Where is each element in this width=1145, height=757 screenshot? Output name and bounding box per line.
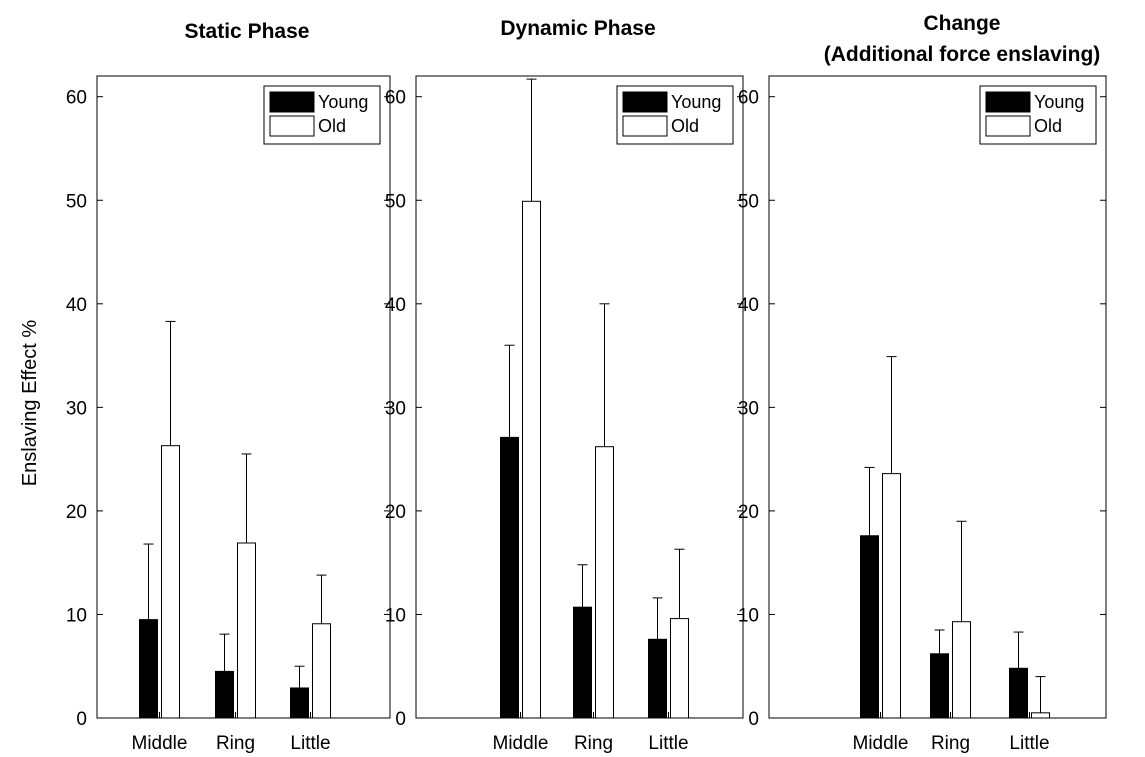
bar-old-ring — [953, 622, 971, 718]
bar-young-middle — [501, 437, 519, 718]
y-tick-label: 50 — [385, 191, 406, 212]
chart-title: (Additional force enslaving) — [824, 43, 1101, 66]
x-tick-label: Little — [290, 733, 330, 754]
legend-label-old: Old — [318, 116, 346, 136]
legend-label-old: Old — [1034, 116, 1062, 136]
y-tick-label: 50 — [66, 191, 87, 212]
bar-old-ring — [596, 447, 614, 718]
bar-old-little — [671, 619, 689, 718]
y-axis-label: Enslaving Effect % — [19, 320, 41, 487]
x-tick-label: Ring — [931, 733, 970, 754]
y-tick-label: 50 — [738, 191, 759, 212]
y-tick-label: 40 — [738, 295, 759, 316]
y-tick-label: 30 — [738, 398, 759, 419]
legend-label-young: Young — [1034, 92, 1084, 112]
bar-old-ring — [238, 543, 256, 718]
bar-young-little — [1010, 668, 1028, 718]
bar-young-middle — [140, 620, 158, 718]
chart-title: Dynamic Phase — [500, 17, 655, 40]
x-tick-label: Middle — [493, 733, 549, 754]
x-tick-label: Ring — [574, 733, 613, 754]
x-tick-label: Ring — [216, 733, 255, 754]
x-tick-label: Little — [1009, 733, 1049, 754]
x-tick-label: Middle — [132, 733, 188, 754]
y-tick-label: 30 — [66, 398, 87, 419]
x-tick-label: Middle — [853, 733, 909, 754]
legend-swatch-old — [986, 116, 1030, 136]
legend-swatch-old — [623, 116, 667, 136]
chart-panel-2: Dynamic Phase 0 10 20 30 40 50 60 Middle Ring Litt… — [385, 17, 743, 754]
bar-old-little — [1032, 713, 1050, 718]
y-tick-label: 20 — [738, 502, 759, 523]
y-tick-label: 20 — [385, 502, 406, 523]
legend-swatch-old — [270, 116, 314, 136]
bar-old-middle — [883, 474, 901, 718]
y-tick-label: 0 — [76, 709, 87, 730]
chart-title: Change — [923, 12, 1000, 35]
bar-young-ring — [931, 654, 949, 718]
legend-swatch-young — [623, 92, 667, 112]
plot-frame — [769, 76, 1106, 718]
y-tick-label: 60 — [738, 88, 759, 109]
y-tick-label: 10 — [385, 605, 406, 626]
y-tick-label: 0 — [395, 709, 406, 730]
bar-young-middle — [861, 536, 879, 718]
y-tick-label: 60 — [66, 88, 87, 109]
bar-young-ring — [574, 607, 592, 718]
legend-label-young: Young — [318, 92, 368, 112]
y-tick-label: 30 — [385, 398, 406, 419]
legend-label-old: Old — [671, 116, 699, 136]
legend-swatch-young — [270, 92, 314, 112]
y-tick-label: 20 — [66, 502, 87, 523]
bar-young-little — [291, 688, 309, 718]
y-tick-label: 10 — [66, 605, 87, 626]
bar-old-middle — [523, 201, 541, 718]
bar-old-middle — [162, 446, 180, 718]
y-tick-label: 40 — [385, 295, 406, 316]
bar-young-ring — [216, 671, 234, 718]
y-tick-label: 60 — [385, 88, 406, 109]
chart-title: Static Phase — [185, 20, 310, 43]
bar-old-little — [313, 624, 331, 718]
x-tick-label: Little — [648, 733, 688, 754]
y-tick-label: 0 — [748, 709, 759, 730]
legend-swatch-young — [986, 92, 1030, 112]
y-tick-label: 10 — [738, 605, 759, 626]
legend-label-young: Young — [671, 92, 721, 112]
bar-young-little — [649, 639, 667, 718]
chart-panel-1: Static Phase 0 10 20 30 40 50 60 Middle Ring Littl… — [66, 20, 390, 754]
chart-panel-3: Change (Additional force enslaving) 0 10 20 3… — [738, 12, 1106, 754]
y-tick-label: 40 — [66, 295, 87, 316]
